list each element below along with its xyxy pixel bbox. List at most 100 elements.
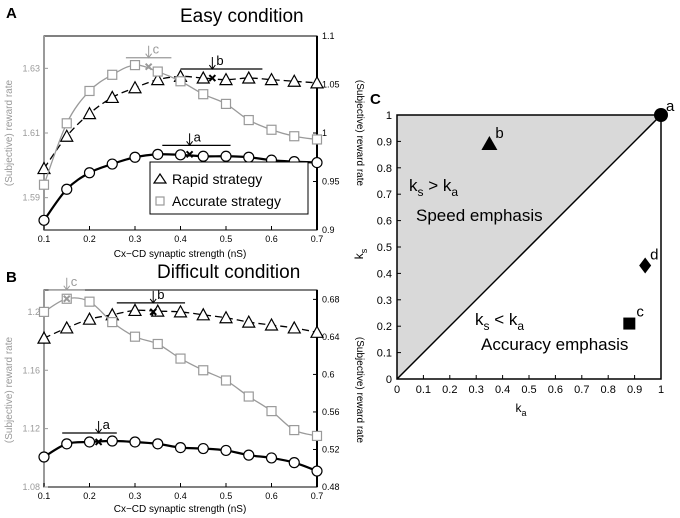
data-point-circle <box>220 150 232 162</box>
x-tick-label: 0.9 <box>627 384 642 396</box>
panel-b-series <box>36 293 325 477</box>
data-point-circle <box>106 435 118 447</box>
legend-box <box>149 161 309 215</box>
y-right-tick-label: 0.6 <box>322 369 335 379</box>
panel-a-right-ylabel: (Subjective) reward rate <box>354 80 365 187</box>
data-point-square <box>198 365 209 376</box>
y-left-tick-label: 1.63 <box>22 63 40 73</box>
y-right-tick-label: 0.95 <box>322 177 340 187</box>
data-point-circle <box>129 151 141 163</box>
y-left-tick-label: 1.12 <box>22 424 40 434</box>
optimum-marker-a <box>185 150 194 159</box>
panel-a: A Easy condition (Subjective) reward rat… <box>4 5 365 260</box>
y-right-tick-label: 0.9 <box>322 225 335 235</box>
panel-c-ylabel: ks <box>352 248 369 259</box>
data-point-square <box>289 131 300 142</box>
data-point-circle <box>311 465 323 477</box>
panel-a-title: Easy condition <box>180 6 304 27</box>
data-point-triangle <box>127 303 143 317</box>
point-d <box>639 257 652 274</box>
data-point-triangle <box>82 106 97 120</box>
optimum-label-c: c <box>71 274 78 289</box>
panel-b-title: Difficult condition <box>157 262 300 283</box>
data-point-triangle <box>196 70 211 84</box>
panel-c-points: a b c d <box>481 98 675 330</box>
data-point-square <box>311 430 323 442</box>
speed-emphasis-label: Speed emphasis <box>416 206 543 225</box>
optimum-marker-b <box>149 308 157 316</box>
data-point-square <box>38 179 50 190</box>
x-tick-label: 0.8 <box>601 384 616 396</box>
point-label-d: d <box>650 246 658 263</box>
optimum-marker-c <box>63 295 71 303</box>
data-point-square <box>152 338 163 350</box>
x-tick-label: 0.7 <box>311 491 324 501</box>
panel-b-right-ylabel: (Subjective) reward rate <box>354 337 365 444</box>
data-point-circle <box>106 158 118 170</box>
x-tick-label: 0.2 <box>83 491 96 501</box>
panel-a-yticks-right: 0.9 0.95 1 1.05 1.1 <box>313 31 340 235</box>
optimum-marker-b <box>208 74 217 82</box>
x-tick-label: 0.2 <box>442 384 457 396</box>
data-point-circle <box>61 438 73 450</box>
x-tick-label: 0.3 <box>129 234 142 244</box>
y-tick-label: 0.5 <box>377 242 392 254</box>
data-point-triangle <box>150 72 165 86</box>
optimum-arrowhead-b <box>149 298 157 304</box>
data-point-circle <box>197 442 209 455</box>
diagonal-line <box>396 114 662 380</box>
data-point-square <box>61 118 72 129</box>
y-left-tick-label: 1.2 <box>27 307 40 317</box>
data-point-circle <box>174 442 187 454</box>
point-a <box>654 108 668 122</box>
point-b <box>481 136 498 151</box>
data-point-square <box>243 391 254 402</box>
data-point-circle <box>152 148 164 160</box>
data-point-square <box>84 296 95 307</box>
panel-a-legend: Rapid strategy Accurate strategy <box>149 161 309 215</box>
panel-b-yticks-right: 0.48 0.52 0.56 0.6 0.64 0.68 <box>313 294 340 492</box>
data-point-triangle <box>59 320 74 334</box>
x-tick-label: 1 <box>658 384 664 396</box>
data-point-square <box>266 406 277 417</box>
x-tick-label: 0.1 <box>38 491 51 501</box>
data-point-triangle <box>105 90 120 104</box>
optimum-label-c: c <box>153 42 160 57</box>
optimum-marker-a <box>94 438 103 446</box>
data-point-triangle <box>36 161 52 175</box>
y-left-tick-label: 1.16 <box>22 365 40 375</box>
y-right-tick-label: 0.48 <box>322 482 340 492</box>
x-tick-label: 0.7 <box>574 384 589 396</box>
data-point-circle <box>174 149 187 161</box>
y-tick-label: 0.4 <box>377 268 392 280</box>
panel-a-xticks: 0.1 0.2 0.3 0.4 0.5 0.6 0.7 <box>38 226 323 244</box>
y-tick-label: 0.8 <box>377 163 392 175</box>
panel-b-xticks: 0.1 0.2 0.3 0.4 0.5 0.6 0.7 <box>38 483 324 501</box>
x-tick-label: 0.4 <box>174 491 187 501</box>
data-point-triangle <box>309 75 325 89</box>
y-left-tick-label: 1.61 <box>22 128 40 138</box>
panel-b: B Difficult condition (Subjective) rewar… <box>4 262 365 515</box>
data-point-square <box>129 331 141 342</box>
point-c <box>623 317 636 330</box>
point-label-c: c <box>636 304 644 321</box>
data-point-triangle <box>196 307 211 321</box>
data-point-square <box>266 124 277 135</box>
data-point-square <box>175 76 186 87</box>
y-tick-label: 1 <box>386 110 392 122</box>
x-tick-label: 0.1 <box>38 234 51 244</box>
x-tick-label: 0.1 <box>416 384 431 396</box>
panel-c-xlabel: ka <box>515 401 526 418</box>
data-point-circle <box>197 150 209 162</box>
data-point-triangle <box>287 74 302 87</box>
data-point-square <box>289 424 300 436</box>
data-point-square <box>220 375 232 386</box>
data-point-square <box>84 85 95 97</box>
accuracy-inequality-label: ks < ka <box>475 310 524 333</box>
data-point-triangle <box>287 320 302 334</box>
x-tick-label: 0.3 <box>469 384 484 396</box>
panel-a-annotations: a b c <box>125 42 263 159</box>
data-point-triangle <box>309 325 325 338</box>
y-tick-label: 0.7 <box>377 189 392 201</box>
point-label-a: a <box>666 98 675 115</box>
